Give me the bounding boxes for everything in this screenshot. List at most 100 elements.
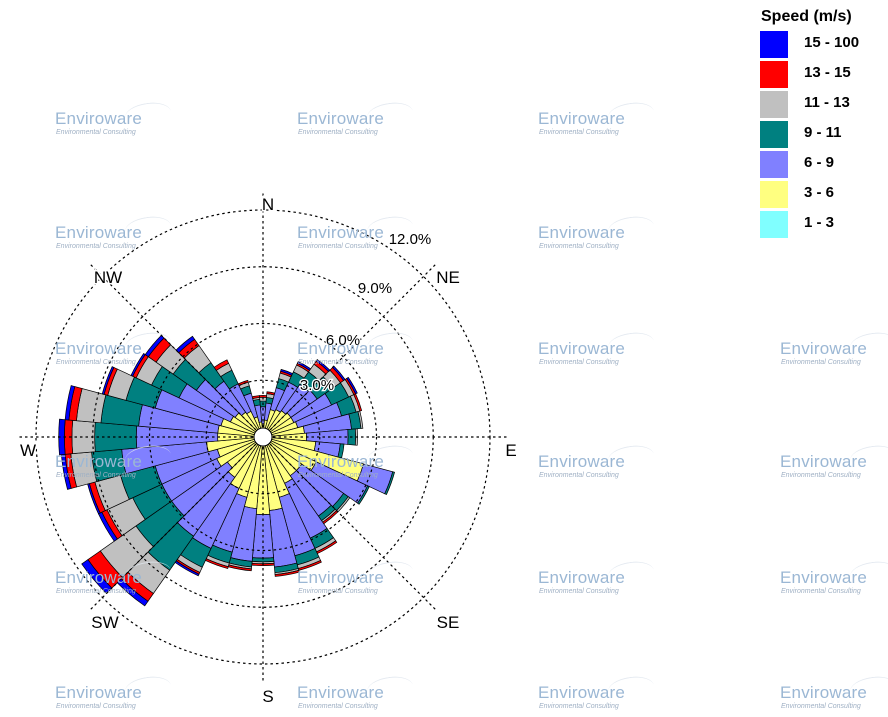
ring-label-0: 3.0% bbox=[300, 377, 334, 394]
legend-swatch bbox=[760, 61, 788, 88]
legend-title: Speed (m/s) bbox=[761, 8, 852, 25]
legend: Speed (m/s) 15 - 100 13 - 15 11 - 13 9 - 11… bbox=[752, 5, 882, 239]
ring-label-2: 9.0% bbox=[358, 280, 392, 297]
direction-label-SW: SW bbox=[91, 613, 118, 632]
legend-swatch bbox=[760, 91, 788, 118]
watermark-name: Enviroware bbox=[538, 223, 626, 242]
sector-270-bin-6 bbox=[58, 418, 66, 456]
grid-ring-1 bbox=[148, 322, 378, 552]
watermark: Enviroware Environmental Consulting bbox=[297, 558, 417, 602]
ring-label-1: 6.0% bbox=[326, 332, 360, 349]
legend-label: 15 - 100 bbox=[804, 34, 860, 51]
watermark: Enviroware Environmental Consulting bbox=[538, 213, 658, 257]
sector-230-bin-6 bbox=[81, 559, 113, 594]
direction-label-N: N bbox=[262, 195, 274, 214]
watermark-name: Enviroware bbox=[297, 223, 385, 242]
watermark-name: Enviroware bbox=[780, 568, 868, 587]
wind-rose-sectors bbox=[58, 334, 395, 607]
watermark-tagline: Environmental Consulting bbox=[56, 129, 136, 136]
legend-label: 3 - 6 bbox=[804, 184, 835, 201]
legend-item: 13 - 15 bbox=[752, 59, 882, 89]
watermark: Enviroware Environmental Consulting bbox=[297, 99, 417, 143]
sector-110-bin-3 bbox=[384, 471, 395, 496]
watermark-name: Enviroware bbox=[297, 339, 385, 358]
legend-label: 9 - 11 bbox=[804, 124, 842, 141]
watermark-tagline: Environmental Consulting bbox=[781, 472, 861, 479]
watermark-name: Enviroware bbox=[538, 568, 626, 587]
legend-swatch bbox=[760, 181, 788, 208]
sector-70-bin-5 bbox=[353, 393, 363, 412]
watermark: Enviroware Environmental Consulting bbox=[780, 329, 888, 373]
sector-300-bin-6 bbox=[130, 352, 146, 377]
watermark-tagline: Environmental Consulting bbox=[56, 703, 136, 710]
legend-swatch bbox=[760, 151, 788, 178]
direction-label-S: S bbox=[262, 687, 273, 706]
watermark: Enviroware Environmental Consulting bbox=[780, 442, 888, 486]
watermark-name: Enviroware bbox=[297, 452, 385, 471]
direction-label-W: W bbox=[20, 441, 36, 460]
watermark-name: Enviroware bbox=[538, 683, 626, 702]
watermark-tagline: Environmental Consulting bbox=[539, 359, 619, 366]
watermark-tagline: Environmental Consulting bbox=[56, 243, 136, 250]
watermark: Enviroware Environmental Consulting bbox=[780, 673, 888, 717]
legend-swatch bbox=[760, 211, 788, 238]
watermark: Enviroware Environmental Consulting bbox=[55, 673, 175, 717]
wind-rose-labels: N NE E SE S SW W NW 3.0% 6.0% 9.0% 12.0% bbox=[18, 194, 518, 708]
watermark-tagline: Environmental Consulting bbox=[539, 472, 619, 479]
legend-items: 15 - 100 13 - 15 11 - 13 9 - 11 6 - 9 3 - 6 1 … bbox=[752, 29, 882, 239]
sector-280-bin-6 bbox=[64, 385, 76, 421]
calm-center bbox=[253, 427, 273, 447]
wind-rose-grid bbox=[18, 192, 508, 682]
watermark: Enviroware Environmental Consulting bbox=[297, 673, 417, 717]
watermark: Enviroware Environmental Consulting bbox=[538, 329, 658, 373]
sector-170-bin-5 bbox=[274, 569, 300, 577]
watermark-name: Enviroware bbox=[297, 109, 385, 128]
sector-350-bin-5 bbox=[251, 395, 260, 400]
watermark: Enviroware Environmental Consulting bbox=[538, 673, 658, 717]
watermark: Enviroware Environmental Consulting bbox=[55, 329, 175, 373]
legend-label: 13 - 15 bbox=[804, 64, 851, 81]
grid-spoke-7 bbox=[89, 263, 257, 431]
watermark-tagline: Environmental Consulting bbox=[298, 588, 378, 595]
watermark-tagline: Environmental Consulting bbox=[781, 703, 861, 710]
legend-swatch bbox=[760, 31, 788, 58]
direction-label-E: E bbox=[505, 441, 516, 460]
watermark: Enviroware Environmental Consulting bbox=[538, 558, 658, 602]
legend-item: 6 - 9 bbox=[752, 149, 882, 179]
direction-label-NE: NE bbox=[436, 268, 460, 287]
watermark: Enviroware Environmental Consulting bbox=[780, 558, 888, 602]
grid-spoke-3 bbox=[269, 443, 437, 611]
watermark-name: Enviroware bbox=[780, 452, 868, 471]
watermark-tagline: Environmental Consulting bbox=[539, 588, 619, 595]
watermark-name: Enviroware bbox=[55, 452, 143, 471]
watermark-name: Enviroware bbox=[55, 223, 143, 242]
grid-ring-0 bbox=[205, 379, 321, 495]
legend-item: 15 - 100 bbox=[752, 29, 882, 59]
watermark: Enviroware Environmental Consulting bbox=[297, 442, 417, 486]
legend-item: 11 - 13 bbox=[752, 89, 882, 119]
legend-item: 1 - 3 bbox=[752, 209, 882, 239]
watermark-name: Enviroware bbox=[55, 109, 143, 128]
sector-60-bin-6 bbox=[346, 376, 358, 395]
legend-label: 11 - 13 bbox=[804, 94, 850, 111]
sector-120-bin-3 bbox=[357, 485, 370, 505]
watermark-tagline: Environmental Consulting bbox=[298, 359, 378, 366]
sector-290-bin-6 bbox=[101, 366, 115, 395]
watermark-name: Enviroware bbox=[538, 452, 626, 471]
watermark-tagline: Environmental Consulting bbox=[539, 703, 619, 710]
grid-spoke-5 bbox=[89, 443, 257, 611]
watermark-tagline: Environmental Consulting bbox=[298, 129, 378, 136]
sector-330-bin-5 bbox=[213, 359, 230, 371]
watermark-name: Enviroware bbox=[55, 339, 143, 358]
watermark-name: Enviroware bbox=[55, 683, 143, 702]
watermark-tagline: Environmental Consulting bbox=[56, 359, 136, 366]
watermark-tagline: Environmental Consulting bbox=[56, 472, 136, 479]
watermark-name: Enviroware bbox=[780, 683, 868, 702]
watermark-name: Enviroware bbox=[780, 339, 868, 358]
watermark-tagline: Environmental Consulting bbox=[298, 243, 378, 250]
watermark: Enviroware Environmental Consulting bbox=[538, 99, 658, 143]
watermark: Enviroware Environmental Consulting bbox=[55, 99, 175, 143]
watermark-name: Enviroware bbox=[297, 568, 385, 587]
watermark: Enviroware Environmental Consulting bbox=[55, 442, 175, 486]
